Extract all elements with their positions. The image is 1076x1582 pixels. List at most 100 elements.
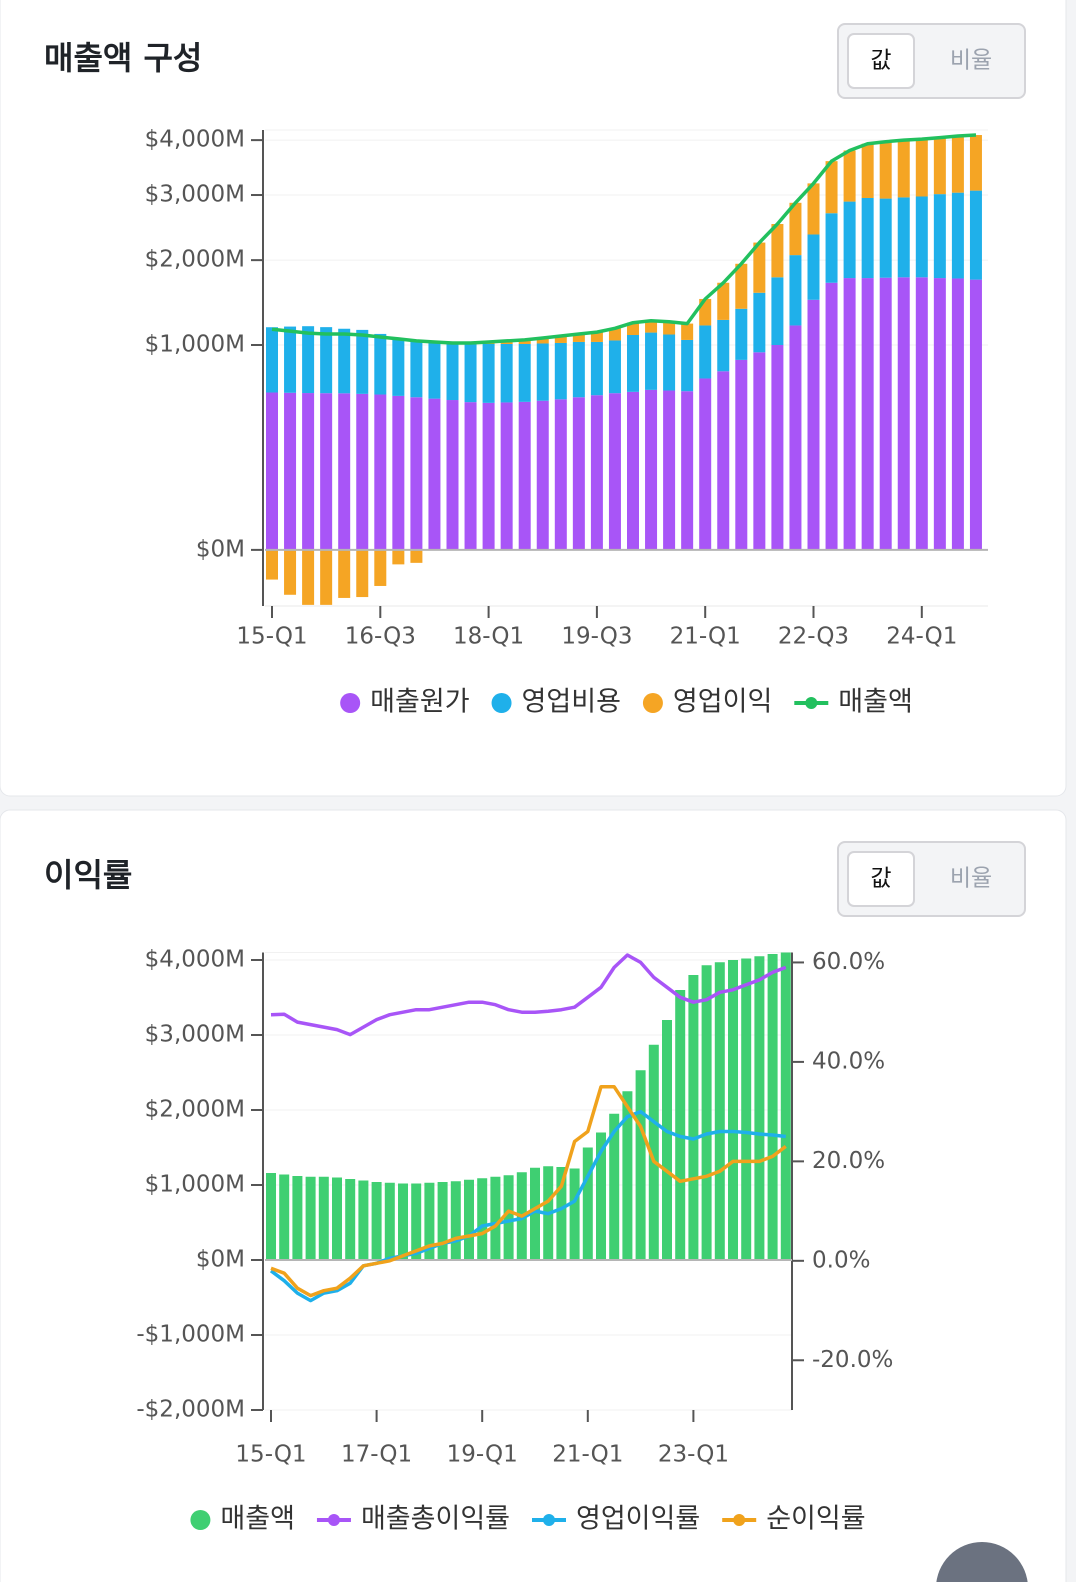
bar xyxy=(572,341,585,398)
toggle-option[interactable]: 값 xyxy=(870,866,891,892)
bar xyxy=(320,393,333,550)
bar xyxy=(735,263,748,309)
bar xyxy=(681,323,694,340)
bar xyxy=(753,352,766,550)
bar xyxy=(410,340,423,398)
bar xyxy=(951,278,964,550)
bar xyxy=(771,223,784,278)
legend-label: 매출총이익률 xyxy=(361,1504,510,1535)
bar xyxy=(861,143,874,198)
bar xyxy=(292,1176,303,1260)
toggle-option[interactable]: 비율 xyxy=(950,48,992,74)
toggle-option[interactable]: 값 xyxy=(870,48,891,74)
bar xyxy=(374,333,387,395)
bar xyxy=(627,322,639,336)
y-tick-label: $1,000M xyxy=(145,1172,245,1198)
x-tick-label: 19-Q3 xyxy=(561,624,632,650)
bar xyxy=(556,1167,567,1260)
bar xyxy=(608,328,621,341)
bar xyxy=(933,278,946,550)
bar xyxy=(767,954,778,1260)
bar xyxy=(627,335,639,392)
floating-button[interactable] xyxy=(936,1542,1028,1582)
toggle-option[interactable]: 비율 xyxy=(950,866,992,892)
bar xyxy=(675,990,686,1260)
bar xyxy=(609,1113,620,1260)
bar xyxy=(780,952,791,1260)
bar xyxy=(464,344,477,403)
y2-tick-label: 60.0% xyxy=(812,949,885,975)
bar xyxy=(266,549,278,580)
bar xyxy=(332,1177,342,1260)
legend-dot xyxy=(491,693,512,713)
bar xyxy=(681,339,694,392)
bar xyxy=(807,183,820,235)
bar xyxy=(518,339,531,344)
bar xyxy=(681,391,694,550)
bar xyxy=(771,345,784,550)
bar xyxy=(771,277,784,346)
bar xyxy=(662,1020,672,1260)
bar xyxy=(627,391,639,550)
bar xyxy=(410,397,423,550)
x-tick-label: 15-Q1 xyxy=(235,1442,306,1468)
bar xyxy=(663,390,676,550)
bar xyxy=(735,359,748,550)
bar xyxy=(582,1147,593,1260)
bar xyxy=(305,1176,316,1260)
bar xyxy=(318,1176,329,1260)
bar xyxy=(464,1179,474,1260)
y-tick-label: $0M xyxy=(196,1247,245,1273)
legend-label: 영업이익률 xyxy=(576,1504,700,1535)
bar xyxy=(536,337,549,344)
toggle-active xyxy=(847,33,915,89)
x-tick-label: 23-Q1 xyxy=(658,1442,729,1468)
bar xyxy=(554,342,567,400)
y2-tick-label: 0.0% xyxy=(812,1247,870,1273)
bar xyxy=(374,394,387,550)
bar xyxy=(392,395,405,550)
legend-label: 매출원가 xyxy=(370,687,469,718)
legend-dot xyxy=(733,1514,746,1526)
x-tick-label: 19-Q1 xyxy=(447,1442,518,1468)
bar xyxy=(753,242,766,293)
bar xyxy=(969,279,982,550)
bar xyxy=(688,975,699,1260)
bar xyxy=(410,549,423,563)
toggle-active xyxy=(847,851,915,907)
bar xyxy=(879,141,892,199)
bar xyxy=(807,299,820,550)
y-tick-label: $2,000M xyxy=(145,1097,245,1123)
bar xyxy=(861,197,874,279)
chart-title: 이익률 xyxy=(44,856,132,894)
bar xyxy=(411,1183,422,1260)
legend-dot xyxy=(340,693,361,713)
x-tick-label: 18-Q1 xyxy=(453,624,524,650)
bar xyxy=(897,277,910,550)
bar xyxy=(384,1182,395,1260)
x-tick-label: 16-Q3 xyxy=(345,624,416,650)
bar xyxy=(503,1175,514,1260)
bar xyxy=(951,192,964,279)
x-tick-label: 17-Q1 xyxy=(341,1442,412,1468)
bar xyxy=(879,198,892,278)
legend-dot xyxy=(543,1514,555,1526)
bar xyxy=(279,1174,290,1260)
line xyxy=(271,133,977,345)
bar xyxy=(663,334,676,391)
bar xyxy=(608,393,621,550)
bar xyxy=(825,161,838,214)
bar xyxy=(320,549,333,605)
y2-tick-label: -20.0% xyxy=(812,1347,893,1373)
bar xyxy=(302,549,315,605)
bar xyxy=(266,392,278,550)
bar xyxy=(843,278,856,550)
x-tick-label: 22-Q3 xyxy=(778,624,849,650)
bar xyxy=(590,395,603,550)
line xyxy=(270,1085,787,1298)
bar xyxy=(915,139,928,197)
bar xyxy=(374,549,387,586)
bar xyxy=(825,213,838,283)
bar xyxy=(500,402,513,550)
